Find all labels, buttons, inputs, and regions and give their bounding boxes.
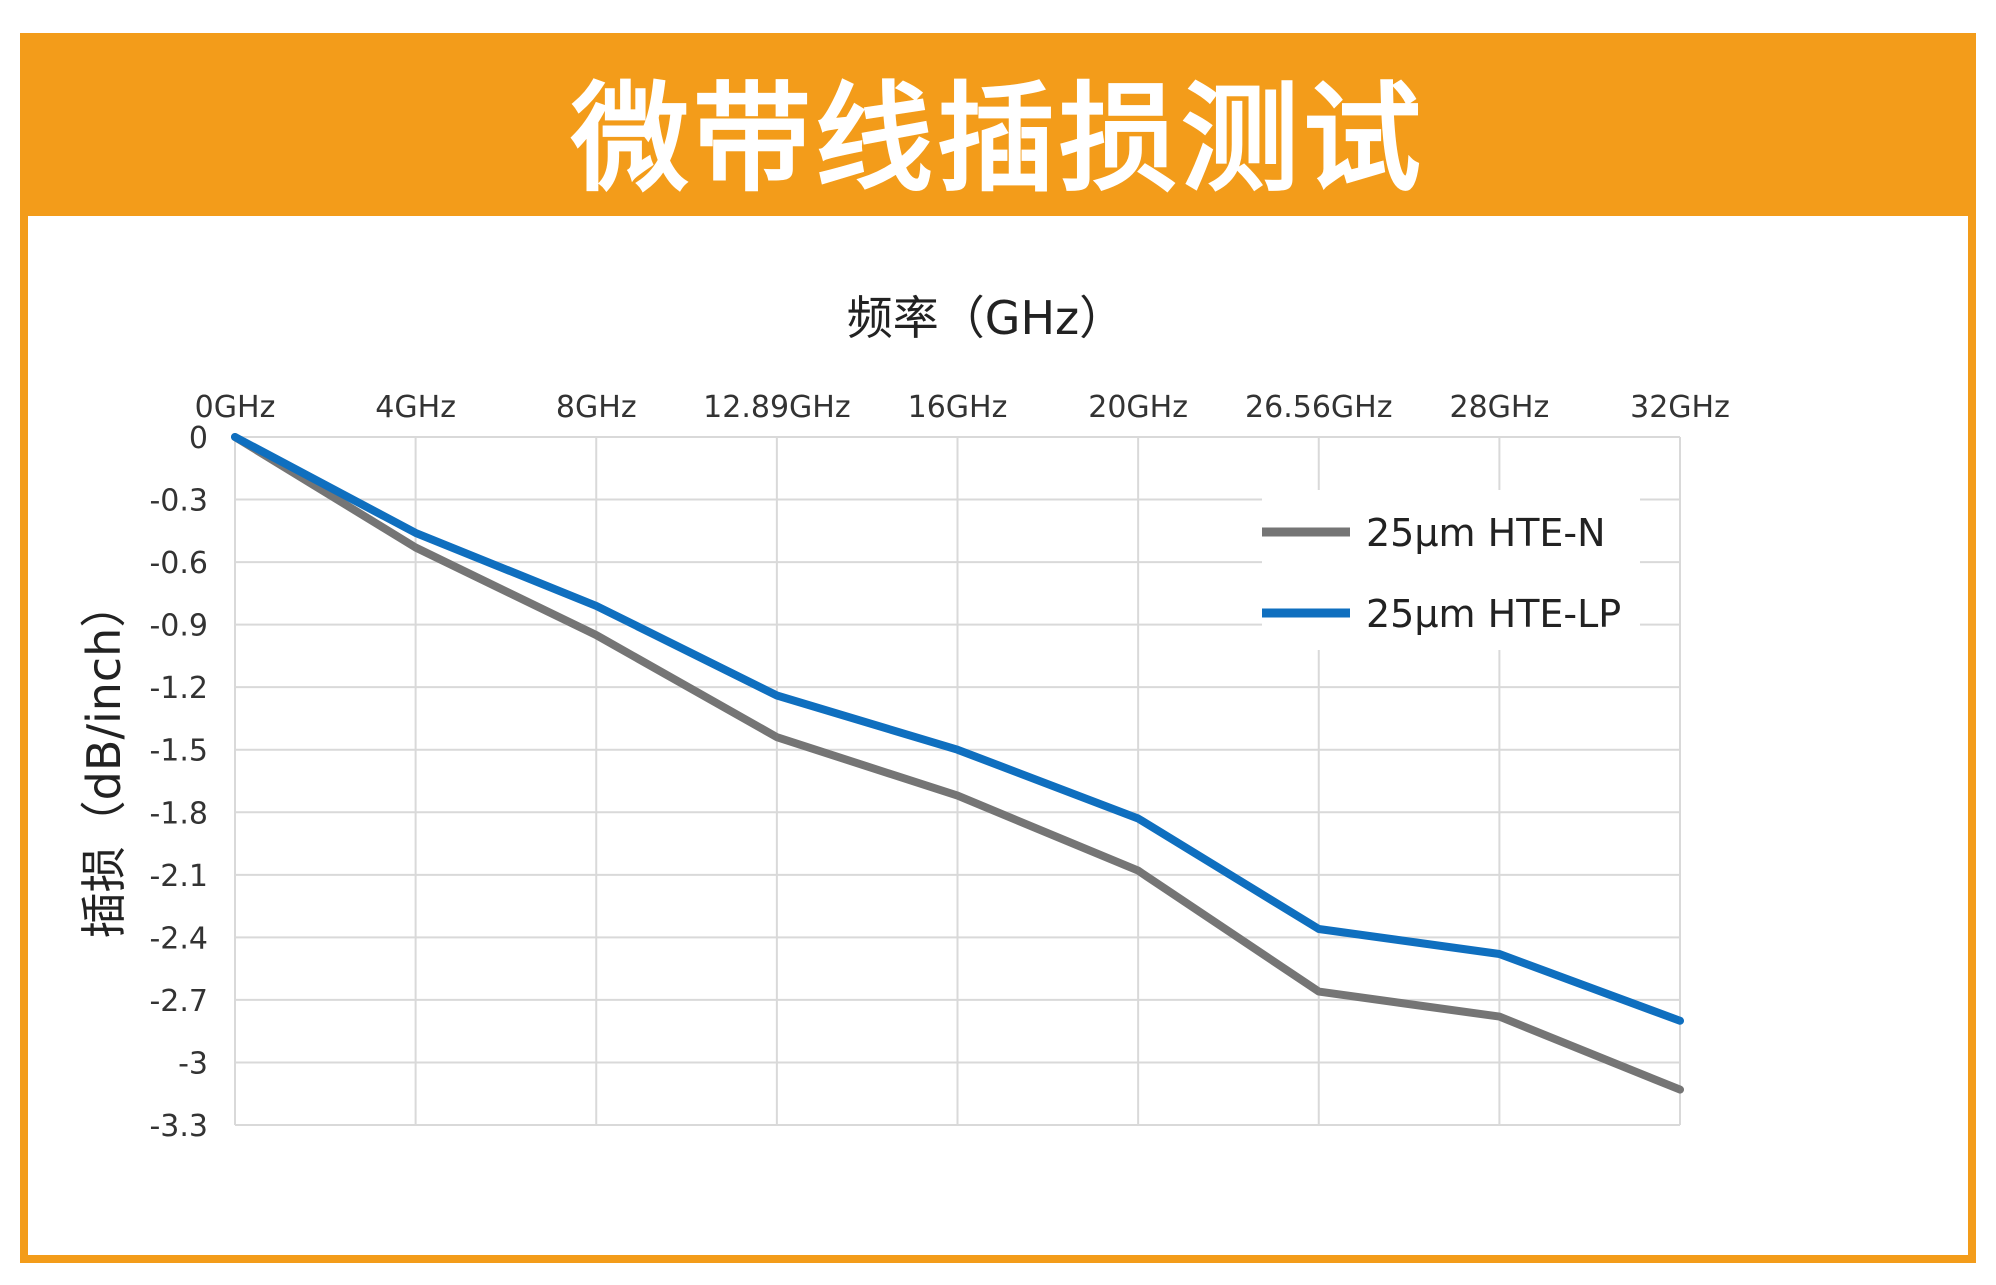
x-tick-label: 32GHz <box>1630 390 1730 425</box>
chart-frame: 微带线插损测试 <box>20 33 1976 1263</box>
y-tick-label: -1.5 <box>149 734 208 769</box>
y-tick-label: -3.3 <box>149 1109 208 1144</box>
y-tick-label: -0.3 <box>149 484 208 519</box>
y-tick-label: -3 <box>178 1046 208 1081</box>
x-tick-label: 0GHz <box>195 390 276 425</box>
y-tick-label: -2.7 <box>149 984 208 1019</box>
legend: 25μm HTE-N 25μm HTE-LP <box>1262 490 1640 650</box>
y-tick-label: -0.9 <box>149 609 208 644</box>
x-tick-label: 16GHz <box>908 390 1008 425</box>
legend-label-hte-n: 25μm HTE-N <box>1366 511 1606 555</box>
x-tick-label: 20GHz <box>1088 390 1188 425</box>
x-tick-label: 4GHz <box>375 390 456 425</box>
x-tick-label: 8GHz <box>556 390 637 425</box>
x-tick-label: 28GHz <box>1450 390 1550 425</box>
series-layer <box>231 433 1684 1094</box>
grid-layer <box>234 436 1681 1126</box>
y-axis-title: 插损（dB/inch） <box>77 582 131 939</box>
legend-background <box>1262 490 1640 650</box>
header-banner: 微带线插损测试 <box>28 41 1968 216</box>
x-axis-title: 频率（GHz） <box>847 291 1125 345</box>
y-tick-label: -2.1 <box>149 859 208 894</box>
y-tick-label: -0.6 <box>149 546 208 581</box>
x-tick-label: 12.89GHz <box>703 390 850 425</box>
y-tick-label: -2.4 <box>149 921 208 956</box>
tick-layer: 0 -0.3 -0.6 -0.9 -1.2 -1.5 -1.8 -2.1 -2.4 -2.7 -3 -… <box>149 390 1729 1144</box>
y-tick-label: -1.8 <box>149 796 208 831</box>
page-title: 微带线插损测试 <box>570 70 1425 208</box>
y-tick-label: -1.2 <box>149 671 208 706</box>
y-tick-label: 0 <box>189 421 208 456</box>
x-tick-label: 26.56GHz <box>1245 390 1392 425</box>
legend-label-hte-lp: 25μm HTE-LP <box>1366 592 1621 636</box>
